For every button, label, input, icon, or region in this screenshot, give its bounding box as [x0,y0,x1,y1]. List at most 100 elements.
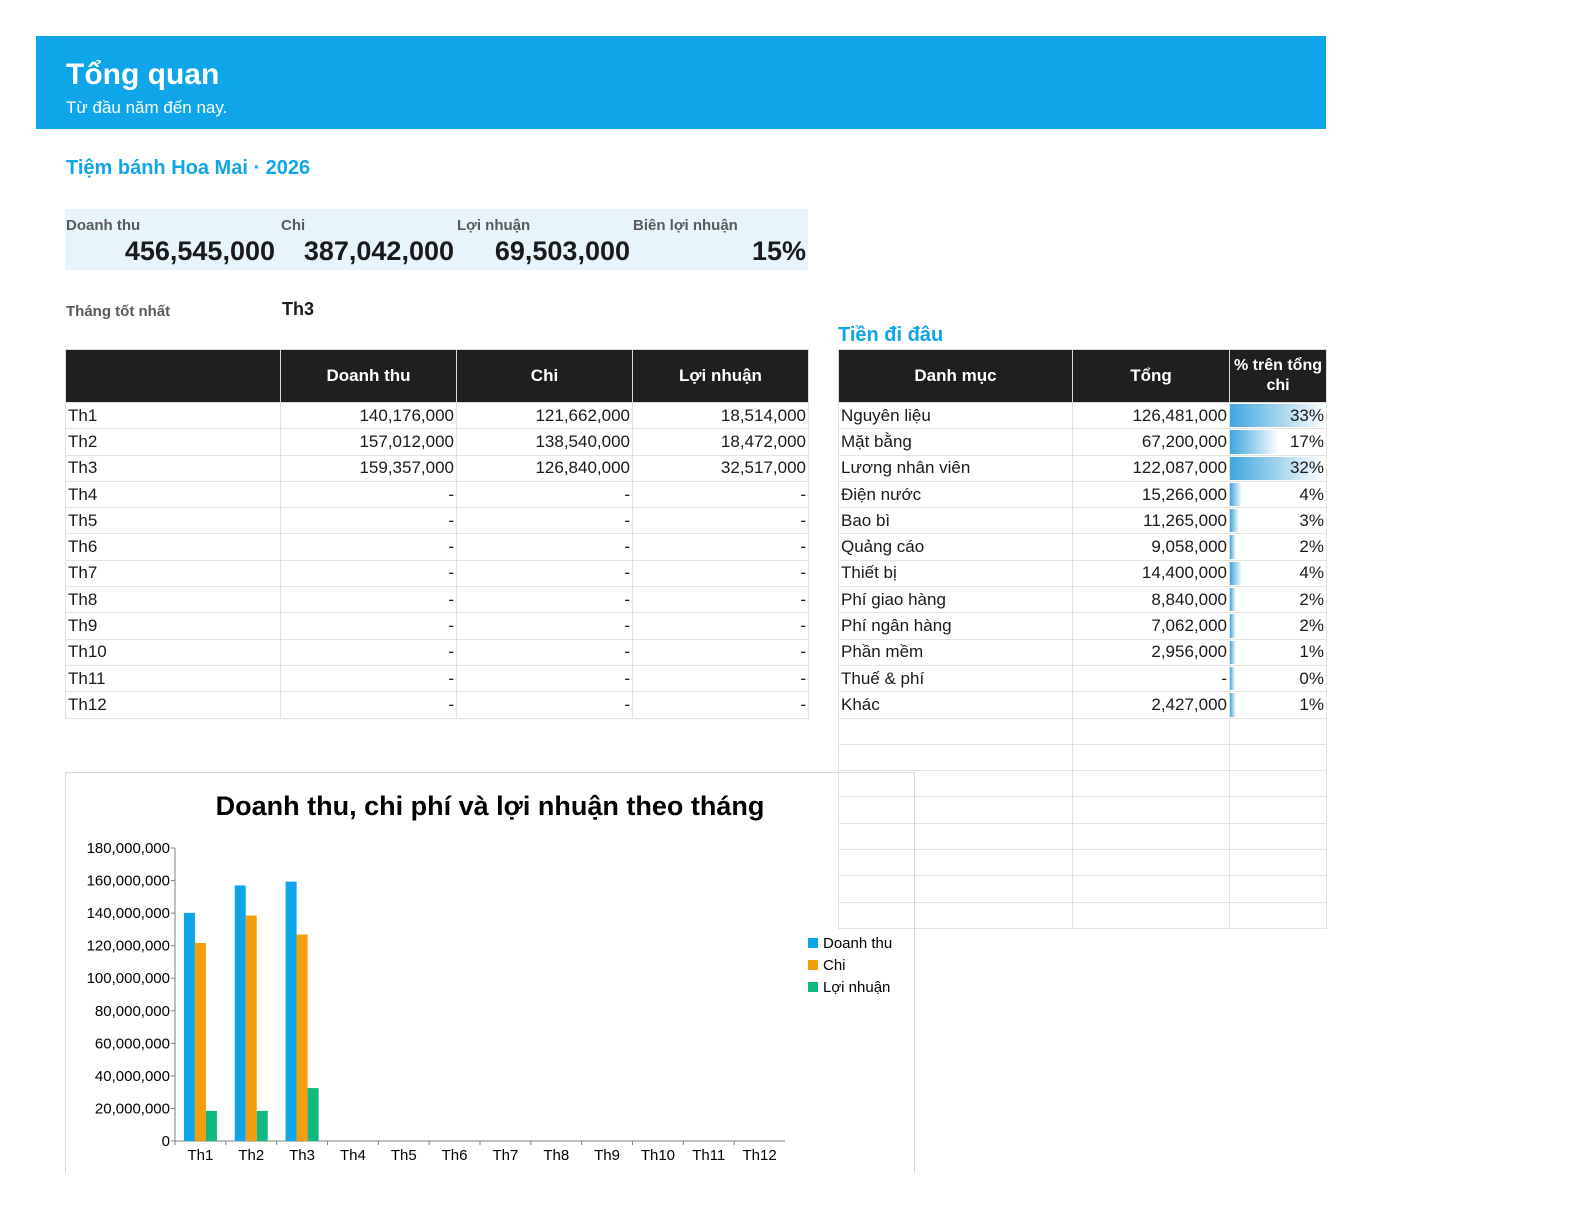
table-row: Th5- - - [65,507,809,535]
month-cell: Th7 [65,559,281,588]
empty-cell [838,717,1073,745]
chart-container: Doanh thu, chi phí và lợi nhuận theo thá… [65,772,915,1173]
bar-chi [296,934,308,1141]
table-row: Thuế & phí - 0% [838,664,1327,693]
month-cell: Th6 [65,533,281,561]
table-row: Th2 157,012,000 138,540,000 18,472,000 [65,428,809,456]
category-cell: Phần mềm [838,638,1073,666]
category-cell: Quảng cáo [838,533,1073,561]
x-tick-label: Th2 [238,1147,264,1164]
value-cell: 140,176,000 [280,401,457,430]
y-tick-label: 180,000,000 [87,840,170,857]
empty-cell [1072,796,1230,824]
percent-cell: 33% [1229,401,1327,430]
percent-cell: 32% [1229,454,1327,482]
empty-row [838,717,1327,745]
empty-cell [1072,901,1230,929]
y-tick-label: 40,000,000 [95,1068,170,1085]
kpi-value: 15% [751,236,806,266]
total-cell: 2,956,000 [1072,638,1230,666]
column-header-month [65,349,281,403]
x-tick-label: Th11 [692,1147,725,1164]
empty-cell [838,743,1073,772]
month-cell: Th9 [65,612,281,640]
table-row: Lương nhân viên 122,087,000 32% [838,454,1327,482]
legend-swatch [808,982,818,992]
table-row: Phí ngân hàng 7,062,000 2% [838,612,1327,640]
x-tick-label: Th3 [289,1147,315,1164]
percent-cell: 0% [1229,664,1327,693]
month-cell: Th3 [65,454,281,482]
kpi-value: 456,545,000 [124,236,275,266]
percent-cell: 1% [1229,691,1327,719]
x-tick-label: Th10 [641,1147,675,1164]
kpi-value: 69,503,000 [494,236,630,266]
empty-cell [838,901,1073,929]
kpi-label: Lợi nhuận [457,217,531,234]
month-cell: Th5 [65,507,281,535]
header-banner: Tổng quan Từ đầu năm đến nay. [36,36,1326,129]
best-month-label: Tháng tốt nhất [66,303,171,320]
monthly-table: Doanh thu Chi Lợi nhuận Th1 140,176,000 12… [65,349,809,719]
percent-cell: 1% [1229,638,1327,666]
month-cell: Th12 [65,691,281,719]
y-tick-label: 0 [162,1133,170,1150]
empty-cell [1229,770,1327,798]
value-cell: - [456,586,633,614]
percent-text: 1% [1299,642,1324,662]
percent-cell: 17% [1229,428,1327,456]
data-bar [1230,509,1239,533]
column-header-profit: Lợi nhuận [632,349,809,403]
table-row: Th11- - - [65,664,809,693]
total-cell: 14,400,000 [1072,559,1230,588]
category-cell: Lương nhân viên [838,454,1073,482]
data-bar [1230,614,1236,638]
x-tick-label: Th5 [391,1147,417,1164]
table-row: Bao bì 11,265,000 3% [838,507,1327,535]
total-cell: 67,200,000 [1072,428,1230,456]
table-row: Th9- - - [65,612,809,640]
value-cell: - [632,664,809,693]
legend-swatch [808,960,818,970]
value-cell: - [632,638,809,666]
table-row: Th7- - - [65,559,809,588]
kpi-value: 387,042,000 [303,236,454,266]
table-row: Điện nước 15,266,000 4% [838,480,1327,509]
value-cell: - [456,507,633,535]
empty-cell [1072,822,1230,851]
bar-doanh-thu [183,912,195,1141]
percent-text: 3% [1299,510,1324,530]
empty-row [838,849,1327,877]
percent-cell: 2% [1229,586,1327,614]
percent-text: 0% [1299,668,1324,688]
chart-title: Doanh thu, chi phí và lợi nhuận theo thá… [215,791,765,821]
total-cell: 122,087,000 [1072,454,1230,482]
table-row: Th1 140,176,000 121,662,000 18,514,000 [65,401,809,430]
bar-lợi-nhuận [205,1110,217,1141]
value-cell: 159,357,000 [280,454,457,482]
total-cell: 2,427,000 [1072,691,1230,719]
kpi-profit: Lợi nhuận 69,503,000 [456,209,632,270]
percent-cell: 2% [1229,533,1327,561]
empty-cell [838,770,1073,798]
table-row: Th8- - - [65,586,809,614]
kpi-band: Doanh thu 456,545,000 Chi 387,042,000 Lợ… [65,209,808,270]
value-cell: - [280,691,457,719]
bar-doanh-thu [234,885,246,1141]
value-cell: 126,840,000 [456,454,633,482]
table-row: Th3 159,357,000 126,840,000 32,517,000 [65,454,809,482]
value-cell: - [456,559,633,588]
table-row: Mặt bằng 67,200,000 17% [838,428,1327,456]
percent-text: 17% [1289,431,1324,451]
spending-header-row: Danh mục Tổng % trên tổng chi [838,349,1327,403]
total-cell: 7,062,000 [1072,612,1230,640]
bar-chart: 0 20,000,000 40,000,000 60,000,000 80,000,00… [87,840,893,1164]
percent-text: 32% [1289,458,1324,478]
x-tick-label: Th12 [742,1147,776,1164]
value-cell: 32,517,000 [632,454,809,482]
value-cell: - [456,664,633,693]
empty-row [838,796,1327,824]
y-tick-label: 100,000,000 [87,970,170,987]
value-cell: - [280,586,457,614]
kpi-revenue: Doanh thu 456,545,000 [65,209,277,270]
